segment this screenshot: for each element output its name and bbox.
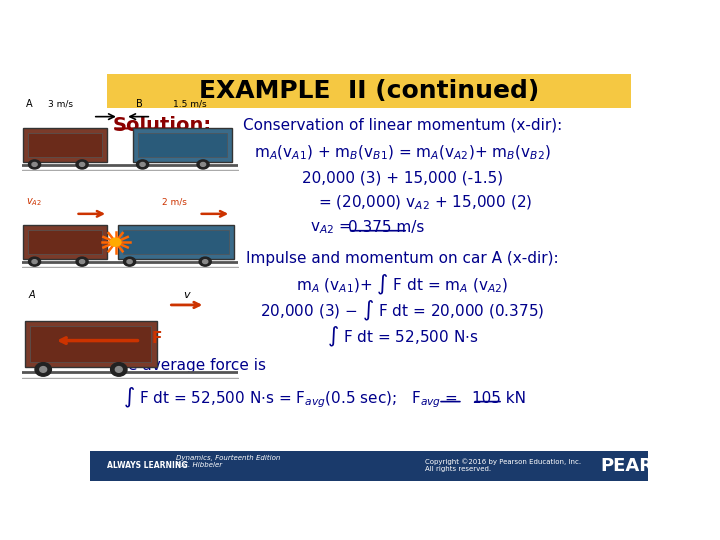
Circle shape [127, 260, 132, 264]
Circle shape [32, 260, 37, 264]
Circle shape [115, 367, 122, 372]
Circle shape [111, 363, 127, 376]
Text: v: v [184, 290, 190, 300]
Text: A: A [28, 290, 35, 300]
Text: The average force is: The average force is [109, 357, 266, 373]
Text: A: A [26, 99, 32, 109]
Text: m$_A$ (v$_{A1}$)+ $\int$ F dt = m$_A$ (v$_{A2}$): m$_A$ (v$_{A1}$)+ $\int$ F dt = m$_A$ (v… [296, 273, 509, 297]
FancyBboxPatch shape [22, 225, 107, 259]
Text: ALWAYS LEARNING: ALWAYS LEARNING [107, 461, 187, 470]
Circle shape [29, 160, 40, 169]
Text: Dynamics, Fourteenth Edition
R.C. Hibbeler: Dynamics, Fourteenth Edition R.C. Hibbel… [176, 455, 281, 468]
Circle shape [76, 257, 88, 266]
Circle shape [197, 160, 209, 169]
Circle shape [79, 163, 85, 166]
Text: 105 kN: 105 kN [472, 391, 526, 406]
Circle shape [124, 257, 135, 266]
FancyBboxPatch shape [28, 230, 102, 254]
Text: Copyright ©2016 by Pearson Education, Inc.
All rights reserved.: Copyright ©2016 by Pearson Education, In… [425, 459, 581, 472]
FancyBboxPatch shape [117, 225, 234, 259]
Text: 2 m/s: 2 m/s [162, 197, 187, 206]
Text: m$_A$(v$_{A1}$) + m$_B$(v$_{B1}$) = m$_A$(v$_{A2}$)+ m$_B$(v$_{B2}$): m$_A$(v$_{A1}$) + m$_B$(v$_{B1}$) = m$_A… [254, 144, 551, 162]
Text: Impulse and momentum on car A (x-dir):: Impulse and momentum on car A (x-dir): [246, 251, 559, 266]
Circle shape [140, 163, 145, 166]
Circle shape [110, 238, 121, 246]
Text: 20,000 (3) $-$ $\int$ F dt = 20,000 (0.375): 20,000 (3) $-$ $\int$ F dt = 20,000 (0.3… [260, 299, 545, 323]
Circle shape [40, 367, 47, 372]
FancyBboxPatch shape [22, 128, 107, 162]
Text: $\int$ F dt = 52,500 N$\cdot$s = F$_{avg}$(0.5 sec);   F$_{avg}$ =: $\int$ F dt = 52,500 N$\cdot$s = F$_{avg… [124, 386, 460, 410]
Text: $\int$ F dt = 52,500 N$\cdot$s: $\int$ F dt = 52,500 N$\cdot$s [327, 325, 478, 349]
Text: $v_{A2}$: $v_{A2}$ [26, 196, 42, 208]
Text: 20,000 (3) + 15,000 (-1.5): 20,000 (3) + 15,000 (-1.5) [302, 171, 503, 185]
Circle shape [137, 160, 148, 169]
FancyBboxPatch shape [107, 75, 631, 109]
Text: 3 m/s: 3 m/s [48, 100, 73, 109]
Circle shape [32, 163, 37, 166]
Text: v$_{A2}$ =: v$_{A2}$ = [310, 220, 354, 235]
Circle shape [199, 257, 211, 266]
Circle shape [76, 160, 88, 169]
Circle shape [202, 260, 208, 264]
Text: F: F [151, 331, 161, 346]
Text: Solution:: Solution: [112, 116, 212, 134]
Circle shape [79, 260, 85, 264]
Text: 0.375 m/s: 0.375 m/s [348, 220, 424, 235]
FancyBboxPatch shape [30, 326, 151, 362]
Text: B: B [136, 99, 143, 109]
Text: 1.5 m/s: 1.5 m/s [173, 100, 207, 109]
Text: = (20,000) v$_{A2}$ + 15,000 (2): = (20,000) v$_{A2}$ + 15,000 (2) [318, 194, 532, 212]
Circle shape [29, 257, 40, 266]
FancyBboxPatch shape [90, 451, 648, 481]
FancyBboxPatch shape [24, 321, 157, 367]
FancyBboxPatch shape [138, 133, 227, 157]
Circle shape [200, 163, 206, 166]
Text: EXAMPLE  II (continued): EXAMPLE II (continued) [199, 79, 539, 104]
FancyBboxPatch shape [133, 128, 232, 162]
Circle shape [35, 363, 51, 376]
Text: Conservation of linear momentum (x-dir):: Conservation of linear momentum (x-dir): [243, 117, 562, 132]
FancyBboxPatch shape [28, 133, 102, 157]
FancyBboxPatch shape [123, 230, 229, 254]
Text: PEARSON: PEARSON [600, 457, 697, 475]
